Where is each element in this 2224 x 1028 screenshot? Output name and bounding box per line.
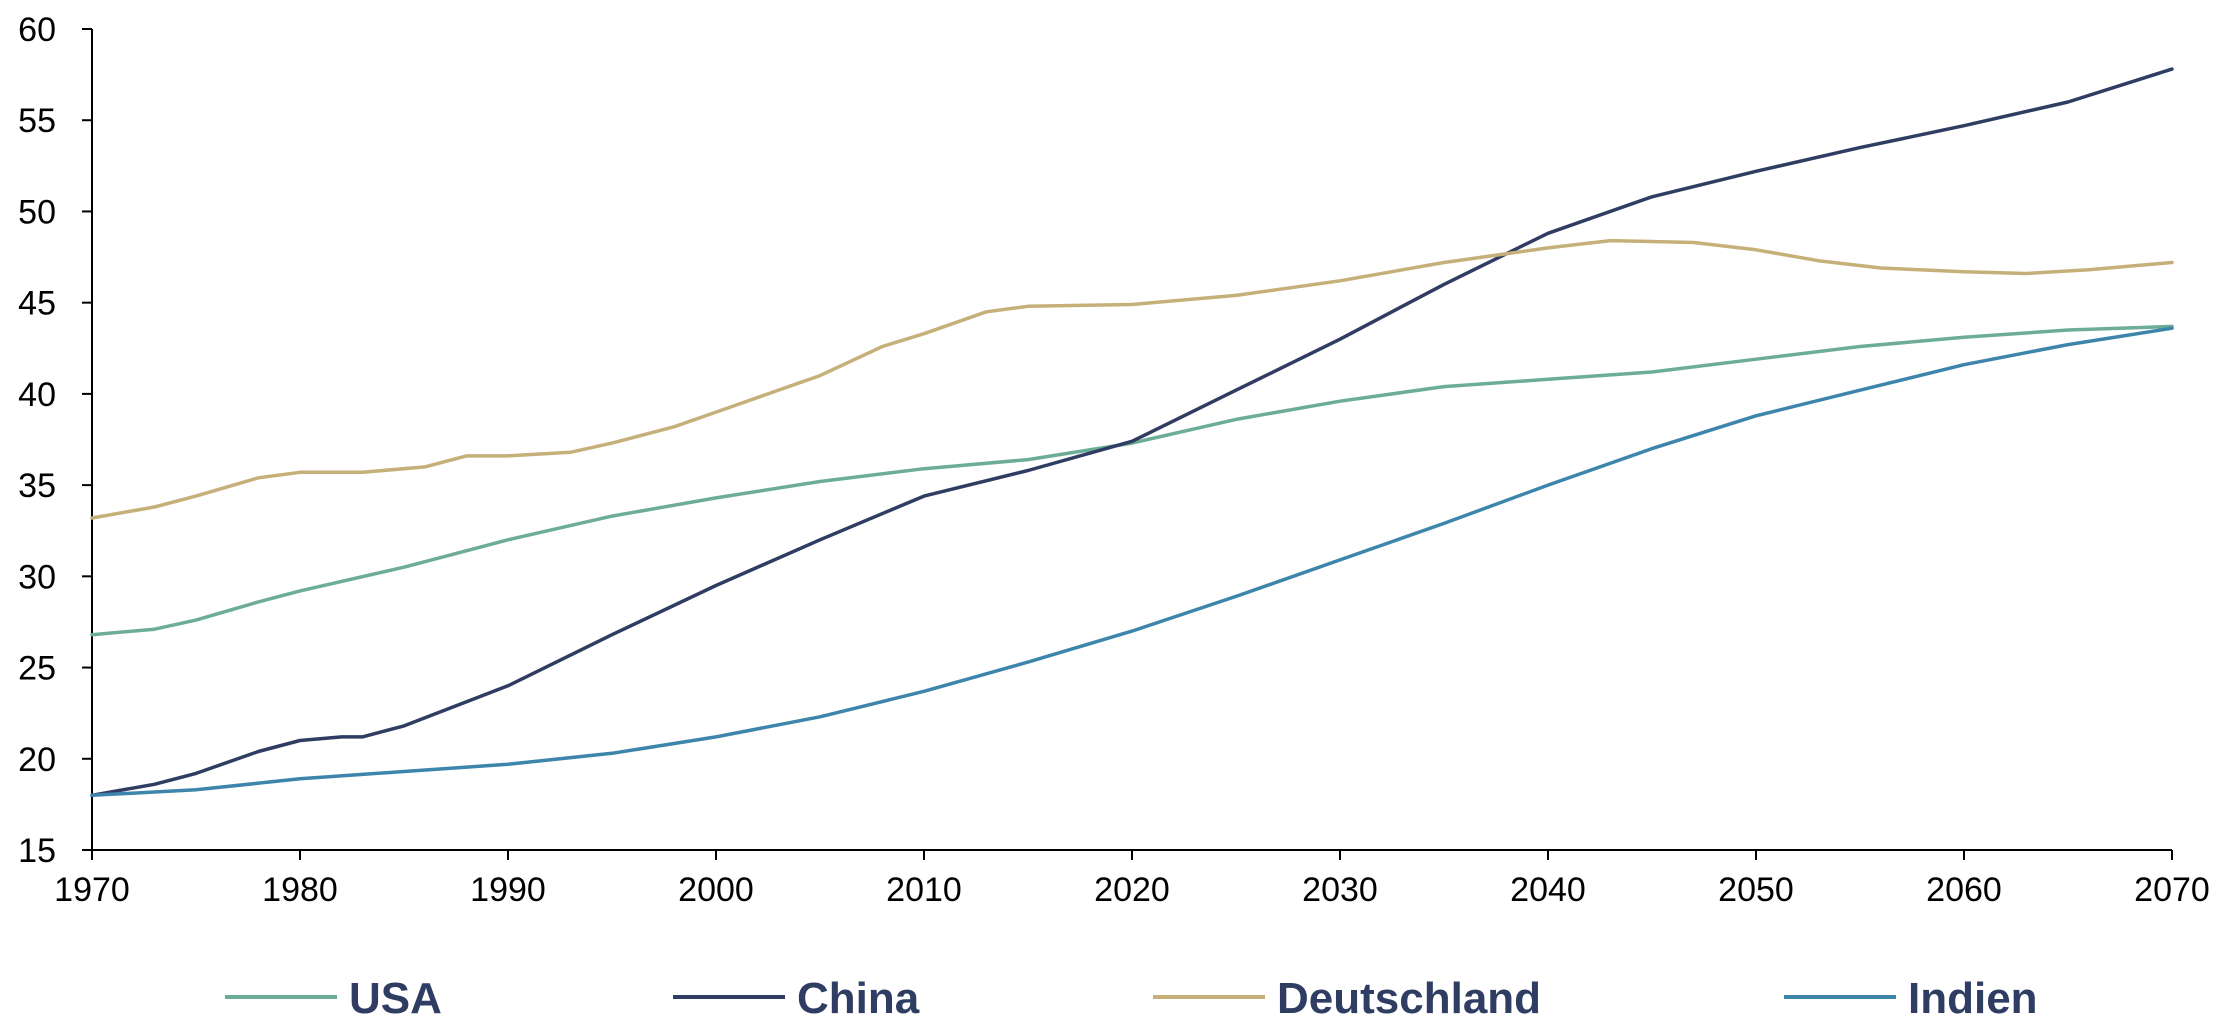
series-line-indien <box>90 326 2174 798</box>
y-tick-label: 35 <box>18 467 56 505</box>
x-tick-label: 1990 <box>470 871 546 909</box>
y-tick-label: 20 <box>18 741 56 779</box>
y-tick-label: 25 <box>18 650 56 688</box>
y-tick-label: 50 <box>18 193 56 231</box>
x-tick-label: 2070 <box>2134 871 2210 909</box>
y-tick-label: 45 <box>18 285 56 323</box>
series-lines <box>90 67 2174 798</box>
y-tick-label: 15 <box>18 832 56 870</box>
x-tick-label: 1980 <box>262 871 338 909</box>
y-tick-label: 55 <box>18 102 56 140</box>
series-line-deutschland <box>90 238 2174 520</box>
x-tick-label: 2000 <box>678 871 754 909</box>
x-tick-label: 2010 <box>886 871 962 909</box>
y-tick-label: 30 <box>18 558 56 596</box>
legend-label-china: China <box>797 974 920 1023</box>
y-tick-label: 60 <box>18 11 56 49</box>
legend-label-usa: USA <box>349 974 442 1023</box>
x-tick-label: 2060 <box>1926 871 2002 909</box>
legend-label-deutschland: Deutschland <box>1277 974 1541 1023</box>
series-line-usa <box>90 324 2174 637</box>
y-tick-label: 40 <box>18 376 56 414</box>
x-tick-label: 2050 <box>1718 871 1794 909</box>
x-tick-label: 2030 <box>1302 871 1378 909</box>
legend-label-indien: Indien <box>1908 974 2038 1023</box>
x-tick-label: 1970 <box>54 871 130 909</box>
axes: 15 20 25 30 35 40 45 50 55 60 1970 1980 1990 2000 2010… <box>18 11 2210 909</box>
legend: USA China Deutschland Indien <box>225 974 2038 1023</box>
x-tick-label: 2040 <box>1510 871 1586 909</box>
series-line-china <box>90 67 2174 798</box>
x-tick-label: 2020 <box>1094 871 1170 909</box>
